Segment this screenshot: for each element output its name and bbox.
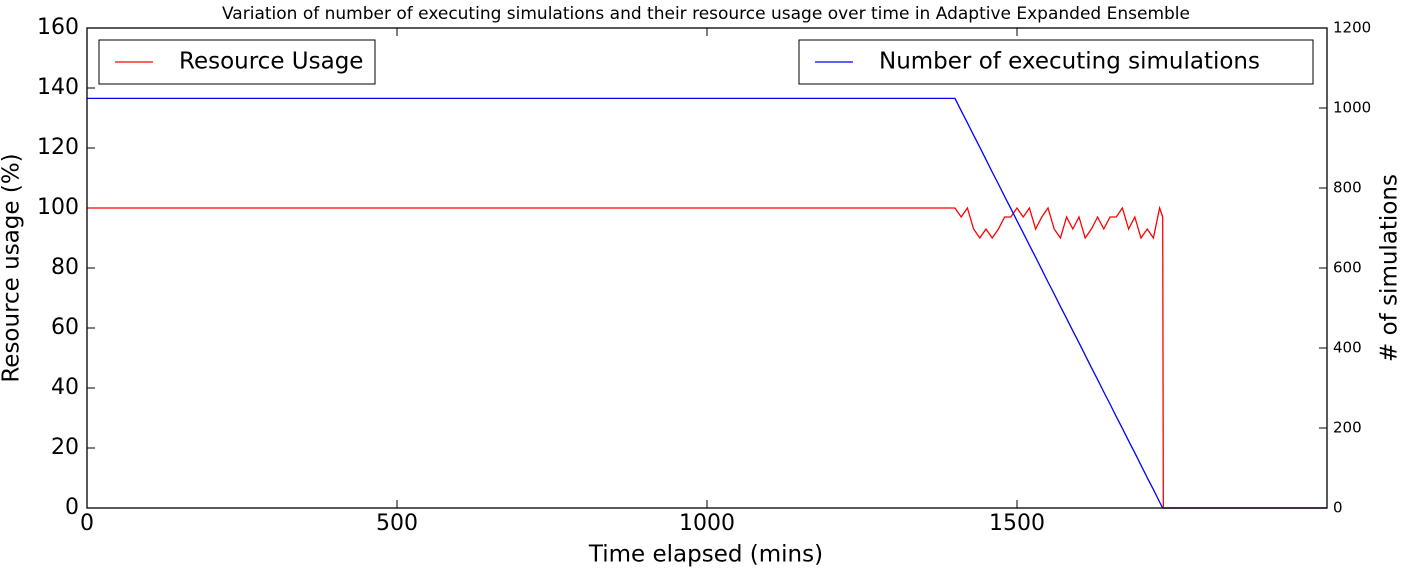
legend-label: Number of executing simulations <box>879 49 1260 75</box>
y-axis-label: Resource usage (%) <box>0 153 25 382</box>
y-tick-label: 80 <box>51 255 79 280</box>
y2-tick-label: 1200 <box>1333 19 1371 37</box>
plot-frame <box>86 27 1328 509</box>
chart-title: Variation of number of executing simulat… <box>222 4 1190 24</box>
legend-label: Resource Usage <box>179 49 363 75</box>
x-axis-label: Time elapsed (mins) <box>588 542 823 568</box>
y2-tick-label: 400 <box>1333 339 1362 357</box>
y-tick-label: 100 <box>37 195 79 220</box>
y-tick-label: 60 <box>51 315 79 340</box>
x-tick-label: 1500 <box>989 511 1045 536</box>
y-tick-label: 20 <box>51 435 79 460</box>
y2-tick-label: 0 <box>1333 499 1343 517</box>
y-tick-label: 140 <box>37 75 79 100</box>
data-line <box>87 205 1327 509</box>
y2-tick-label: 200 <box>1333 419 1362 437</box>
y-tick-label: 160 <box>37 15 79 40</box>
y-tick-label: 0 <box>65 495 79 520</box>
y2-axis-label: # of simulations <box>1377 174 1403 362</box>
data-line <box>87 97 1327 509</box>
y2-tick-label: 600 <box>1333 259 1362 277</box>
x-tick-label: 1000 <box>679 511 735 536</box>
x-tick-label: 500 <box>376 511 418 536</box>
y-tick-label: 40 <box>51 375 79 400</box>
legend-box <box>798 39 1314 85</box>
y-tick-label: 120 <box>37 135 79 160</box>
y2-tick-label: 1000 <box>1333 99 1371 117</box>
x-tick-label: 0 <box>80 511 94 536</box>
y2-tick-label: 800 <box>1333 179 1362 197</box>
